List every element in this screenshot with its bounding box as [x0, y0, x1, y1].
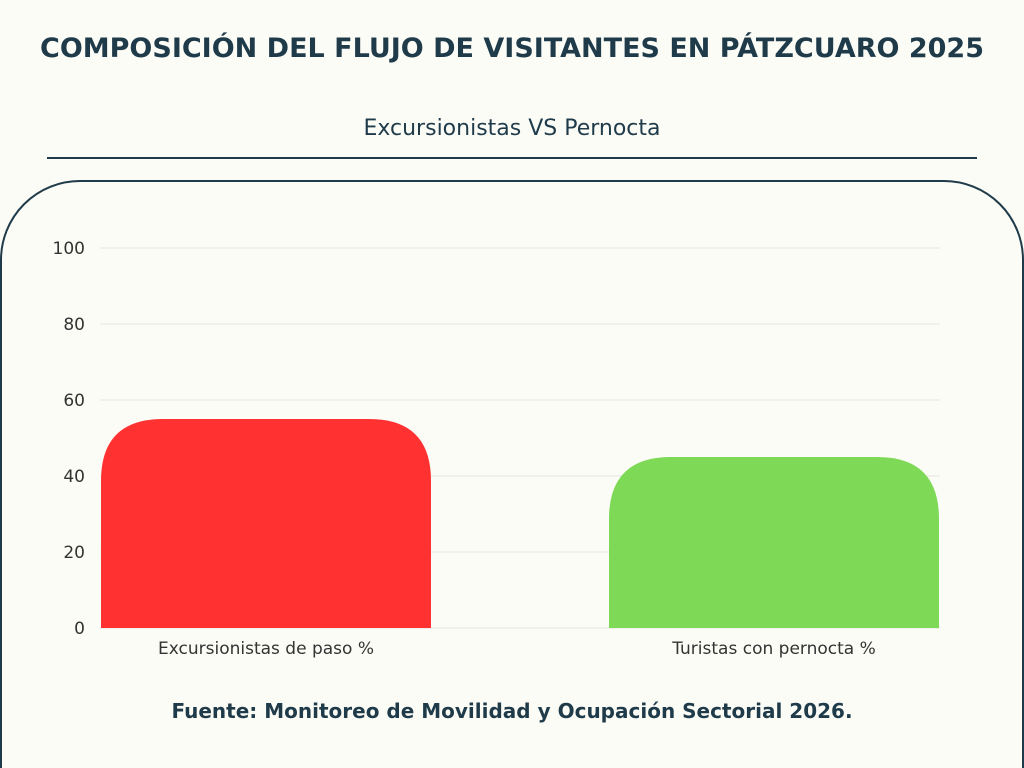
y-tick-label: 20	[63, 543, 85, 563]
title-divider	[47, 157, 977, 159]
source-note: Fuente: Monitoreo de Movilidad y Ocupaci…	[171, 699, 853, 723]
bar-pernocta	[609, 457, 939, 628]
y-tick-label: 100	[53, 239, 85, 259]
x-category-label: Turistas con pernocta %	[671, 639, 876, 659]
bar-excursionistas	[101, 419, 431, 628]
y-tick-label: 40	[63, 467, 85, 487]
chart-subtitle: Excursionistas VS Pernocta	[363, 116, 661, 141]
x-axis-categories: Excursionistas de paso % Turistas con per…	[158, 639, 876, 659]
y-axis-ticks: 0 20 40 60 80 100	[53, 239, 85, 639]
y-tick-label: 0	[74, 619, 85, 639]
y-tick-label: 60	[63, 391, 85, 411]
chart-title: COMPOSICIÓN DEL FLUJO DE VISITANTES EN P…	[40, 33, 984, 64]
bars	[101, 419, 939, 628]
x-category-label: Excursionistas de paso %	[158, 639, 374, 659]
y-tick-label: 80	[63, 315, 85, 335]
